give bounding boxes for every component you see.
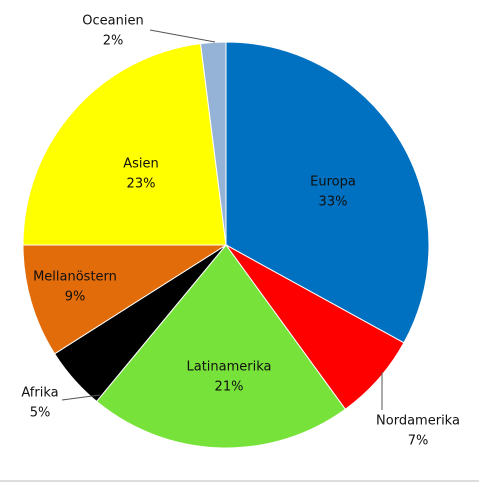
pie-slice (22, 244, 228, 355)
slice-value-label: 5% (30, 406, 51, 421)
slice-name: Nordamerika (376, 414, 460, 429)
pie-slice (225, 41, 430, 344)
slice-value-label: 7% (408, 434, 429, 449)
slice-name: Europa (310, 175, 356, 190)
slice-value-label: 33% (319, 195, 348, 210)
leader-line (149, 29, 216, 43)
leader-line (61, 394, 101, 401)
slice-name: Asien (123, 157, 159, 172)
slice-name: Mellanöstern (33, 270, 117, 285)
slice-value-label: 9% (65, 290, 86, 305)
pie-slice (22, 43, 227, 246)
slice-value-label: 2% (103, 34, 124, 49)
slice-value-label: 21% (215, 380, 244, 395)
slice-name: Afrika (21, 386, 58, 401)
slice-name: Latinamerika (186, 360, 271, 375)
slice-value-label: 23% (127, 177, 156, 192)
slice-name: Oceanien (82, 14, 143, 29)
pie-slice (95, 244, 347, 449)
pie-slice (199, 41, 227, 246)
